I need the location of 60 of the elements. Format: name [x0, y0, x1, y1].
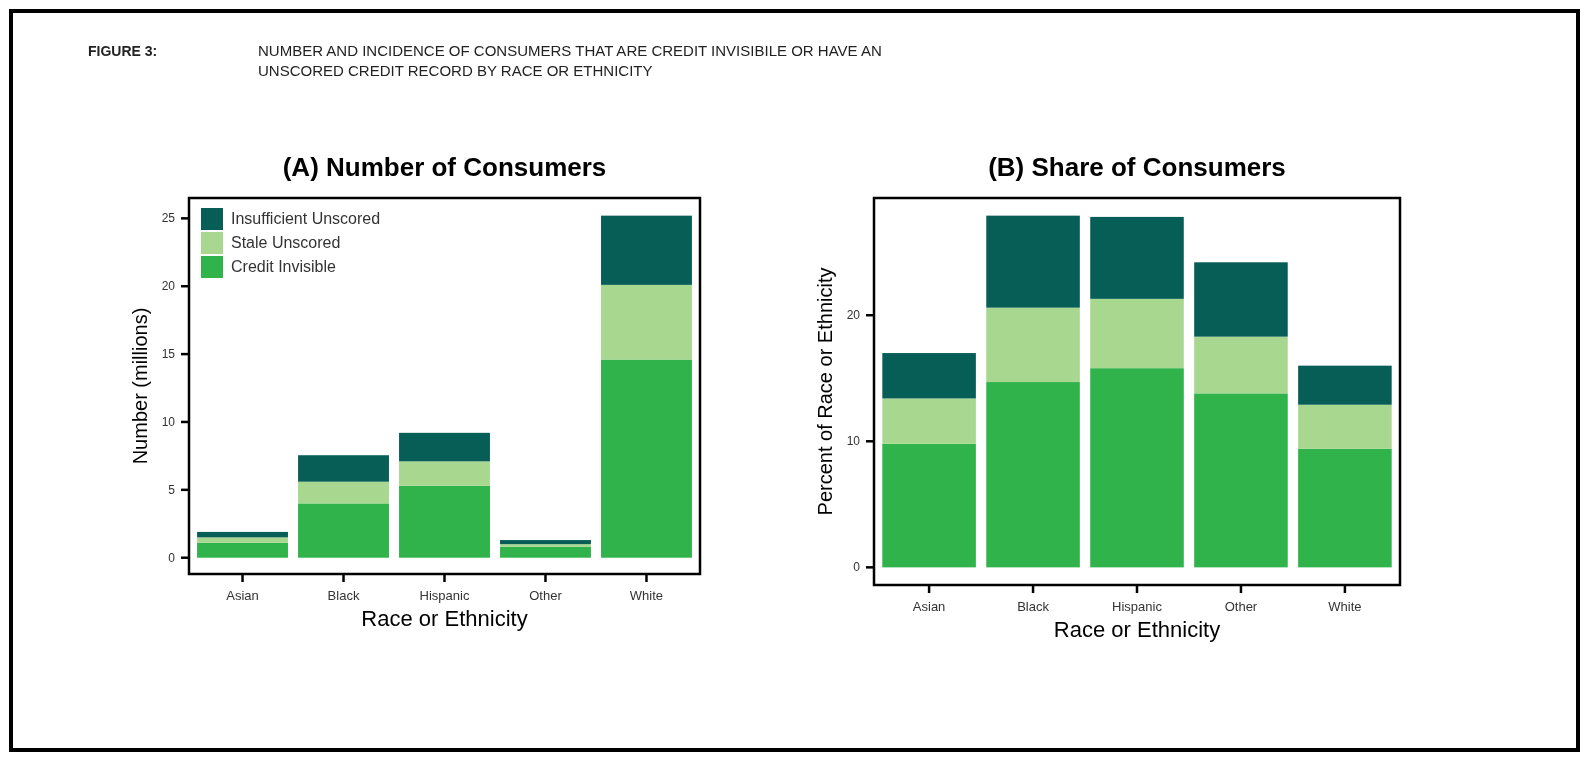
- bar: [1194, 393, 1288, 568]
- x-tick-label: White: [1328, 599, 1362, 614]
- x-tick-label: Other: [529, 588, 563, 603]
- x-tick-label: Hispanic: [419, 588, 470, 603]
- chart-title: (A) Number of Consumers: [282, 152, 607, 182]
- bar: [298, 503, 389, 558]
- bar: [1298, 404, 1392, 449]
- bar: [197, 537, 288, 543]
- x-tick-label: Black: [1017, 599, 1050, 614]
- y-axis-title: Percent of Race or Ethnicity: [814, 267, 836, 516]
- bar: [601, 284, 692, 360]
- bar: [500, 544, 591, 547]
- bar: [1090, 298, 1184, 369]
- y-tick-label: 20: [161, 279, 176, 294]
- bar: [601, 215, 692, 285]
- bar: [882, 398, 976, 444]
- x-axis-title: Race or Ethnicity: [1053, 617, 1221, 642]
- y-tick-label: 0: [168, 550, 176, 565]
- x-tick-label: Asian: [226, 588, 259, 603]
- bar: [601, 359, 692, 558]
- bar: [1298, 448, 1392, 568]
- y-tick-label: 5: [168, 482, 176, 497]
- bar: [882, 443, 976, 568]
- y-tick-label: 10: [161, 414, 176, 429]
- bar: [298, 455, 389, 482]
- bar: [197, 531, 288, 538]
- bar: [399, 485, 490, 558]
- bar: [1298, 365, 1392, 405]
- y-tick-label: 10: [846, 434, 861, 449]
- caption: FIGURE 3:: [88, 43, 158, 59]
- y-tick-label: 25: [161, 211, 176, 226]
- bar: [197, 542, 288, 558]
- y-tick-label: 15: [161, 347, 176, 362]
- x-tick-label: Other: [1224, 599, 1258, 614]
- y-tick-label: 20: [846, 308, 861, 323]
- bar: [986, 307, 1080, 383]
- x-tick-label: White: [629, 588, 664, 603]
- legend-label: Stale Unscored: [231, 234, 341, 251]
- legend-label: Credit Invisible: [231, 258, 337, 275]
- bar: [500, 540, 591, 545]
- y-tick-label: 0: [853, 560, 861, 575]
- bar: [1194, 336, 1288, 394]
- x-axis-title: Race or Ethnicity: [361, 606, 528, 631]
- x-tick-label: Asian: [912, 599, 946, 614]
- chart-title: (B) Share of Consumers: [988, 152, 1286, 182]
- bar: [399, 461, 490, 486]
- bar: [1090, 216, 1184, 299]
- bar: [986, 215, 1080, 308]
- bar: [1090, 368, 1184, 568]
- legend-label: Insufficient Unscored: [231, 210, 381, 227]
- bar: [882, 353, 976, 399]
- bar: [298, 481, 389, 504]
- x-tick-label: Black: [327, 588, 360, 603]
- x-tick-label: Hispanic: [1112, 599, 1163, 614]
- bar: [986, 382, 1080, 568]
- bar: [399, 432, 490, 462]
- bar: [500, 546, 591, 558]
- text: NUMBER AND INCIDENCE OF CONSUMERS THAT ARE CREDIT INVISIBILE OR HAVE AN UNSCORED CREDIT RECORD BY RACE OR ETHNICITY: [258, 42, 882, 79]
- y-axis-title: Number (millions): [129, 307, 151, 465]
- bar: [1194, 262, 1288, 337]
